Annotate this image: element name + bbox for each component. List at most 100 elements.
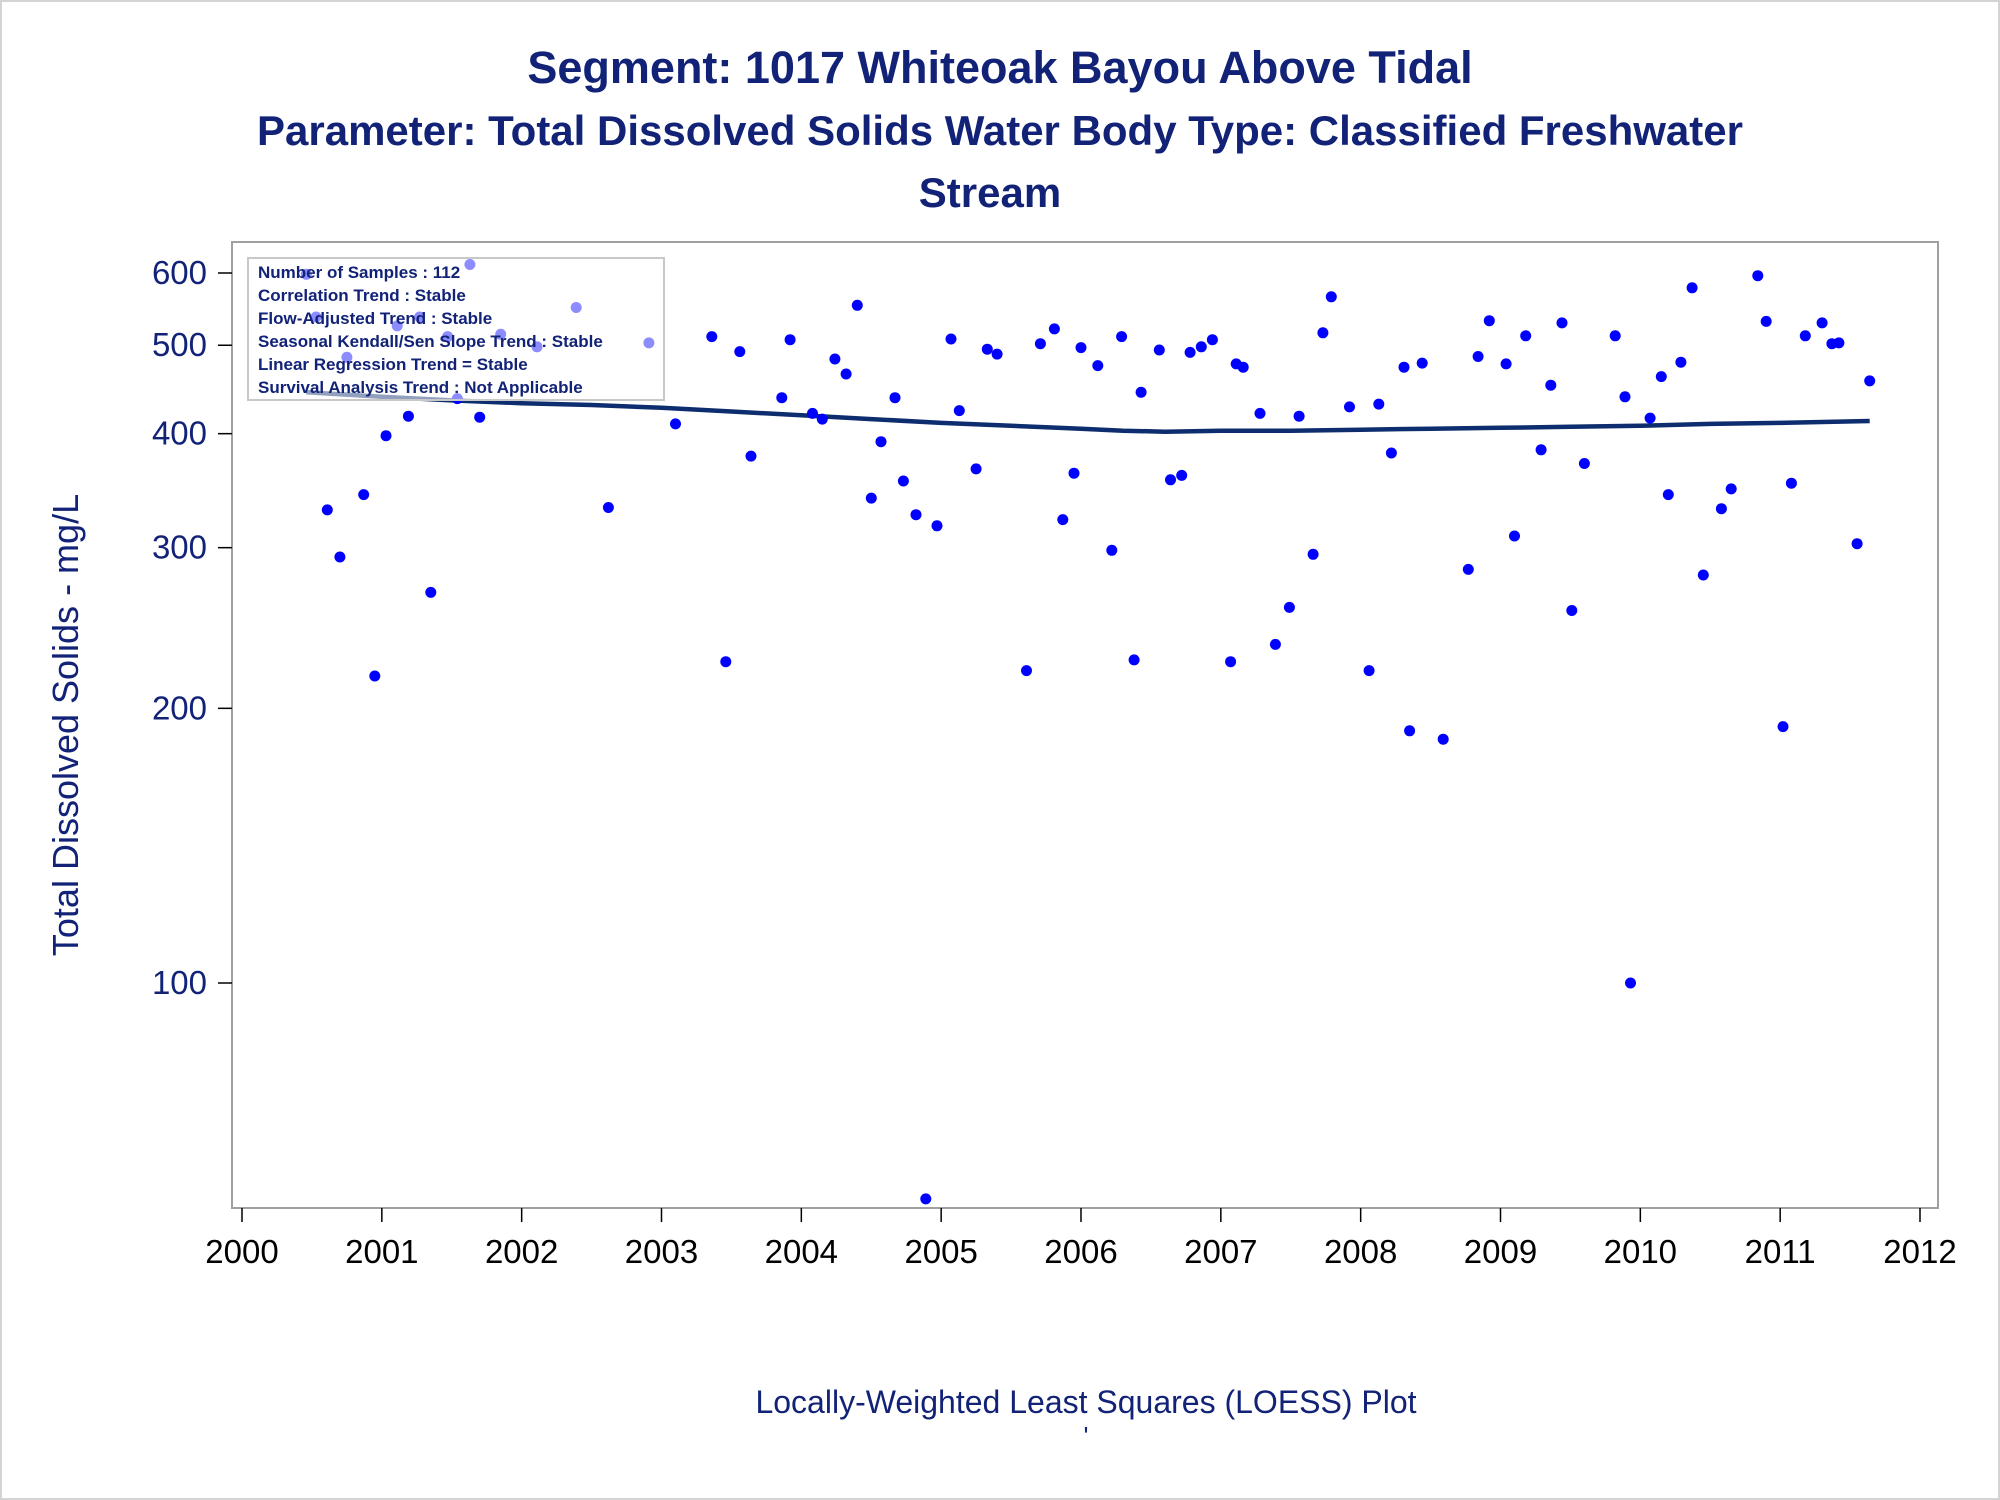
data-point-107 — [1816, 317, 1828, 329]
data-point-90 — [1578, 458, 1590, 469]
y-tick-label-500: 500 — [152, 326, 207, 363]
data-point-72 — [1344, 401, 1355, 413]
data-point-97 — [1675, 356, 1687, 368]
data-point-43 — [981, 343, 993, 355]
data-point-37 — [910, 509, 922, 521]
data-point-73 — [1363, 665, 1375, 677]
data-point-35 — [889, 392, 901, 404]
data-point-44 — [991, 348, 1003, 360]
y-tick-label-600: 600 — [152, 254, 207, 291]
x-tick-label-2002: 2002 — [485, 1233, 558, 1270]
x-tick-label-2012: 2012 — [1883, 1233, 1956, 1270]
data-point-53 — [1116, 331, 1128, 343]
data-point-11 — [425, 586, 437, 598]
data-point-71 — [1325, 291, 1337, 303]
x-tick-label-2005: 2005 — [904, 1233, 977, 1270]
data-point-95 — [1655, 371, 1667, 383]
data-point-56 — [1153, 344, 1165, 356]
data-point-74 — [1373, 398, 1385, 410]
data-point-22 — [706, 331, 718, 343]
data-point-58 — [1176, 469, 1188, 481]
data-point-110 — [1851, 538, 1863, 550]
data-point-46 — [1034, 338, 1046, 350]
data-point-29 — [816, 413, 828, 425]
data-point-15 — [474, 411, 486, 423]
data-point-40 — [945, 333, 957, 345]
data-point-59 — [1184, 346, 1196, 358]
data-point-80 — [1462, 563, 1474, 575]
data-point-23 — [720, 656, 732, 668]
plot-area — [231, 241, 1939, 1209]
chart-title: Segment: 1017 Whiteoak Bayou Above Tidal — [527, 42, 1472, 93]
data-point-64 — [1237, 361, 1249, 373]
data-point-5 — [358, 489, 370, 501]
x-tick-label-2003: 2003 — [625, 1233, 698, 1270]
data-point-77 — [1404, 725, 1416, 737]
data-point-67 — [1283, 601, 1295, 613]
data-point-51 — [1092, 360, 1104, 372]
x-tick-label-2009: 2009 — [1464, 1233, 1537, 1270]
stats-box-border — [247, 257, 665, 401]
data-point-69 — [1307, 548, 1319, 560]
data-point-109 — [1833, 337, 1845, 349]
data-point-96 — [1662, 489, 1674, 501]
x-tick-label-2007: 2007 — [1184, 1233, 1257, 1270]
data-point-3 — [334, 551, 346, 563]
data-point-27 — [784, 334, 796, 346]
data-point-94 — [1644, 412, 1656, 424]
stats-line-flow-adjusted: Flow-Adjusted Trend : Stable — [258, 309, 492, 328]
data-point-52 — [1106, 544, 1118, 556]
data-point-105 — [1785, 477, 1797, 489]
data-point-25 — [745, 450, 757, 462]
data-point-31 — [840, 368, 852, 380]
y-tick-label-300: 300 — [152, 529, 207, 566]
x-tick-label-2000: 2000 — [205, 1233, 278, 1270]
data-point-87 — [1545, 379, 1557, 391]
data-point-98 — [1686, 282, 1698, 294]
y-tick-label-200: 200 — [152, 689, 207, 726]
y-axis-label: Total Dissolved Solids - mg/L — [45, 494, 86, 956]
data-point-102 — [1752, 270, 1764, 282]
data-point-28 — [807, 407, 818, 419]
chart-subtitle: Parameter: Total Dissolved Solids Water … — [257, 107, 1743, 154]
stats-line-samples: Number of Samples : 112 — [258, 263, 460, 282]
data-point-54 — [1128, 654, 1140, 666]
data-point-103 — [1760, 315, 1772, 327]
stats-line-survival-analysis: Survival Analysis Trend : Not Applicable — [258, 378, 583, 397]
stats-line-seasonal-kendall: Seasonal Kendall/Sen Slope Trend : Stabl… — [258, 332, 603, 351]
data-point-85 — [1520, 330, 1532, 342]
data-point-83 — [1500, 358, 1512, 370]
data-point-50 — [1075, 342, 1087, 354]
data-point-79 — [1437, 733, 1449, 745]
stats-line-linear-regression: Linear Regression Trend = Stable — [258, 355, 528, 374]
data-point-7 — [380, 430, 392, 442]
loess-layer — [306, 390, 1870, 434]
data-point-75 — [1385, 447, 1397, 459]
data-point-48 — [1057, 514, 1069, 526]
data-point-84 — [1509, 530, 1520, 542]
data-point-70 — [1317, 327, 1329, 339]
data-point-41 — [953, 405, 965, 417]
data-point-101 — [1725, 483, 1737, 495]
footer-caption: Locally-Weighted Least Squares (LOESS) P… — [755, 1384, 1416, 1420]
data-point-111 — [1864, 375, 1876, 387]
stats-line-correlation: Correlation Trend : Stable — [258, 286, 466, 305]
footer-tick-mark: ' — [1084, 1421, 1089, 1451]
data-point-38 — [920, 1193, 932, 1205]
data-point-82 — [1483, 315, 1495, 327]
data-point-60 — [1195, 341, 1207, 353]
x-tick-label-2006: 2006 — [1044, 1233, 1117, 1270]
data-point-2 — [321, 504, 333, 516]
loess-line — [306, 390, 1870, 434]
data-point-104 — [1777, 721, 1789, 733]
data-point-9 — [402, 410, 414, 422]
data-point-24 — [734, 346, 746, 358]
data-point-68 — [1293, 410, 1305, 422]
data-point-34 — [875, 436, 887, 448]
data-point-49 — [1068, 467, 1080, 479]
data-point-57 — [1165, 474, 1176, 486]
data-point-39 — [931, 520, 943, 532]
y-tick-label-100: 100 — [152, 964, 207, 1001]
